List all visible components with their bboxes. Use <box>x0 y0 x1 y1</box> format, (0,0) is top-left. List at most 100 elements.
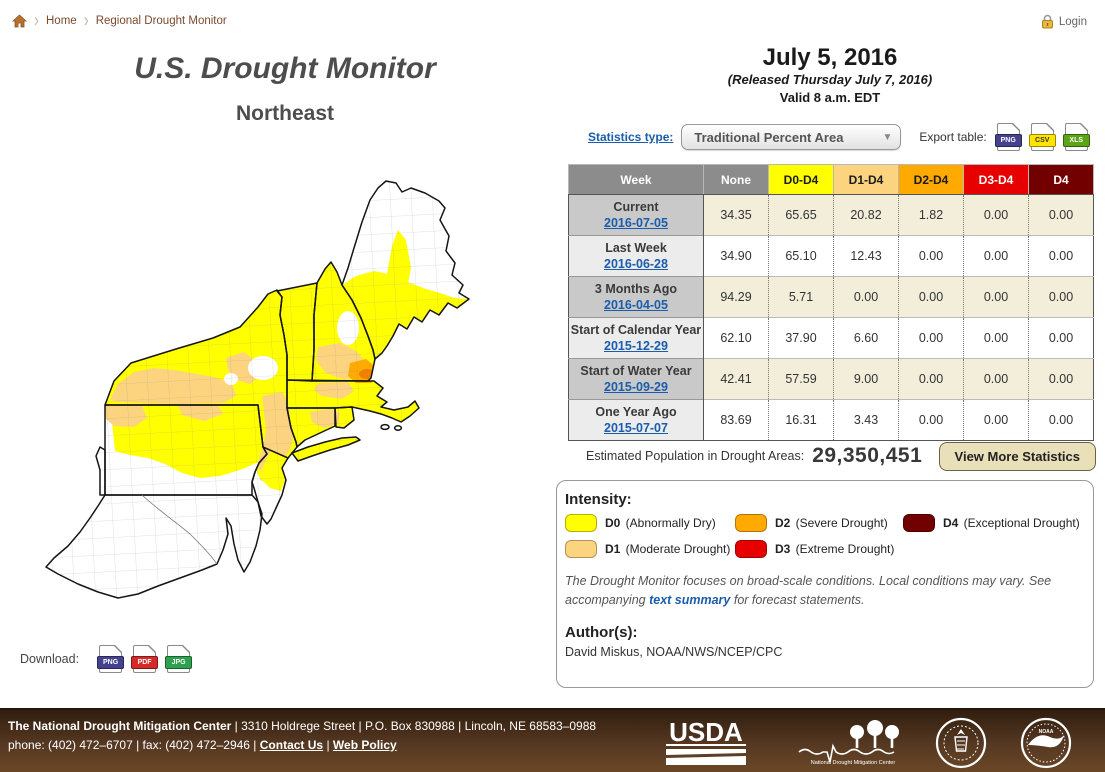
footer: The National Drought Mitigation Center |… <box>0 708 1105 772</box>
footer-separator: | <box>323 738 333 752</box>
week-cell: Start of Calendar Year 2015-12-29 <box>568 317 704 359</box>
week-date-link[interactable]: 2015-12-29 <box>604 339 668 353</box>
legend-label: D2 (Severe Drought) <box>775 516 888 530</box>
report-date: July 5, 2016 <box>762 44 898 71</box>
download-png-icon[interactable]: PNG <box>97 645 125 673</box>
legend-swatch-d4 <box>903 514 935 532</box>
value-cell: 0.00 <box>898 317 964 359</box>
week-date-link[interactable]: 2016-04-05 <box>604 298 668 312</box>
column-header-d4: D4 <box>1028 164 1094 195</box>
export-icons: PNG CSV XLS <box>994 123 1090 151</box>
table-row: Start of Water Year 2015-09-29 42.41 57.59 9… <box>568 358 1094 400</box>
column-header-d0-d4: D0-D4 <box>768 164 834 195</box>
value-cell: 0.00 <box>1028 194 1094 236</box>
disclaimer-text: The Drought Monitor focuses on broad-sca… <box>565 572 1065 610</box>
authors-names: David Miskus, NOAA/NWS/NCEP/CPC <box>565 645 783 659</box>
value-cell: 0.00 <box>1028 235 1094 277</box>
view-more-statistics-button[interactable]: View More Statistics <box>938 441 1096 471</box>
statistics-type-dropdown[interactable]: Traditional Percent Area ▼ <box>681 124 902 150</box>
report-released: (Released Thursday July 7, 2016) <box>727 72 933 87</box>
week-date-link[interactable]: 2015-07-07 <box>604 421 668 435</box>
footer-phone-fax: phone: (402) 472–6707 | fax: (402) 472–2… <box>8 738 260 752</box>
value-cell: 16.31 <box>768 399 834 441</box>
legend-label: D1 (Moderate Drought) <box>605 542 731 556</box>
value-cell: 1.82 <box>898 194 964 236</box>
lock-icon <box>1041 14 1053 29</box>
week-date-link[interactable]: 2016-06-28 <box>604 257 668 271</box>
week-label: Last Week <box>605 241 667 255</box>
week-date-link[interactable]: 2016-07-05 <box>604 216 668 230</box>
legend-swatch-d3 <box>735 540 767 558</box>
download-jpg-icon[interactable]: JPG <box>165 645 193 673</box>
breadcrumb: › Home › Regional Drought Monitor <box>12 9 227 32</box>
controls-row: Statistics type: Traditional Percent Are… <box>560 122 1100 152</box>
login-label: Login <box>1058 15 1087 28</box>
legend-column: D4 (Exceptional Drought) <box>903 514 1083 558</box>
statistics-table: Week None D0-D4 D1-D4 D2-D4 D3-D4 D4 Current 20… <box>568 164 1094 441</box>
breadcrumb-separator: › <box>83 9 89 32</box>
table-row: One Year Ago 2015-07-07 83.69 16.31 3.43 0.00… <box>568 399 1094 441</box>
disclaimer-pre: The Drought Monitor focuses on broad-sca… <box>565 574 1052 607</box>
export-csv-icon[interactable]: CSV <box>1028 123 1056 151</box>
map-river-line <box>141 494 218 565</box>
download-icons: PNG PDF JPG <box>97 645 193 673</box>
commerce-seal-logo <box>935 717 987 769</box>
value-cell: 0.00 <box>963 194 1029 236</box>
legend-label: D3 (Extreme Drought) <box>775 542 895 556</box>
map-county-lines <box>46 181 469 598</box>
column-header-d3-d4: D3-D4 <box>963 164 1029 195</box>
value-cell: 0.00 <box>963 358 1029 400</box>
authors-title: Author(s): <box>565 624 638 641</box>
footer-org: The National Drought Mitigation Center <box>8 719 232 733</box>
table-row: 3 Months Ago 2016-04-05 94.29 5.71 0.00 0.00 0… <box>568 276 1094 318</box>
download-row: Download: PNG PDF JPG <box>20 645 193 673</box>
value-cell: 5.71 <box>768 276 834 318</box>
week-date-link[interactable]: 2015-09-29 <box>604 380 668 394</box>
column-header-none: None <box>703 164 769 195</box>
page-title: U.S. Drought Monitor <box>134 52 436 85</box>
legend-column: D0 (Abnormally Dry) D1 (Moderate Drought) <box>565 514 735 558</box>
export-xls-icon[interactable]: XLS <box>1062 123 1090 151</box>
text-summary-link[interactable]: text summary <box>649 593 731 607</box>
usda-logo: USDA <box>666 719 746 765</box>
breadcrumb-page-link[interactable]: Regional Drought Monitor <box>95 14 227 27</box>
file-badge: PNG <box>994 134 1022 147</box>
value-cell: 0.00 <box>898 399 964 441</box>
table-row: Start of Calendar Year 2015-12-29 62.10 37.… <box>568 317 1094 359</box>
report-valid: Valid 8 a.m. EDT <box>779 90 881 105</box>
login-button[interactable]: Login <box>1041 14 1087 29</box>
value-cell: 0.00 <box>898 358 964 400</box>
download-label: Download: <box>20 652 80 666</box>
value-cell: 6.60 <box>833 317 899 359</box>
week-label: 3 Months Ago <box>594 282 678 296</box>
legend-item-d1: D1 (Moderate Drought) <box>565 540 735 558</box>
legend-item-d4: D4 (Exceptional Drought) <box>903 514 1083 532</box>
footer-address: | 3310 Holdrege Street | P.O. Box 830988… <box>231 719 597 733</box>
noaa-logo: NOAA <box>1020 717 1072 769</box>
value-cell: 12.43 <box>833 235 899 277</box>
breadcrumb-home-link[interactable]: Home <box>46 14 77 27</box>
breadcrumb-separator: › <box>34 9 39 32</box>
value-cell: 0.00 <box>963 399 1029 441</box>
value-cell: 37.90 <box>768 317 834 359</box>
legend-swatch-d1 <box>565 540 597 558</box>
web-policy-link[interactable]: Web Policy <box>332 738 397 752</box>
download-pdf-icon[interactable]: PDF <box>131 645 159 673</box>
value-cell: 83.69 <box>703 399 769 441</box>
legend-label: D0 (Abnormally Dry) <box>605 516 716 530</box>
value-cell: 34.90 <box>703 235 769 277</box>
value-cell: 0.00 <box>898 235 964 277</box>
chevron-down-icon: ▼ <box>882 131 893 143</box>
export-png-icon[interactable]: PNG <box>994 123 1022 151</box>
table-row: Current 2016-07-05 34.35 65.65 20.82 1.82 0.00… <box>568 194 1094 236</box>
statistics-type-link[interactable]: Statistics type: <box>588 130 674 144</box>
value-cell: 20.82 <box>833 194 899 236</box>
value-cell: 94.29 <box>703 276 769 318</box>
home-icon[interactable] <box>12 13 27 28</box>
value-cell: 65.10 <box>768 235 834 277</box>
contact-us-link[interactable]: Contact Us <box>259 738 324 752</box>
week-label: One Year Ago <box>595 405 677 419</box>
svg-text:National Drought Mitigation Ce: National Drought Mitigation Center <box>811 760 896 766</box>
week-cell: One Year Ago 2015-07-07 <box>568 399 704 441</box>
value-cell: 65.65 <box>768 194 834 236</box>
